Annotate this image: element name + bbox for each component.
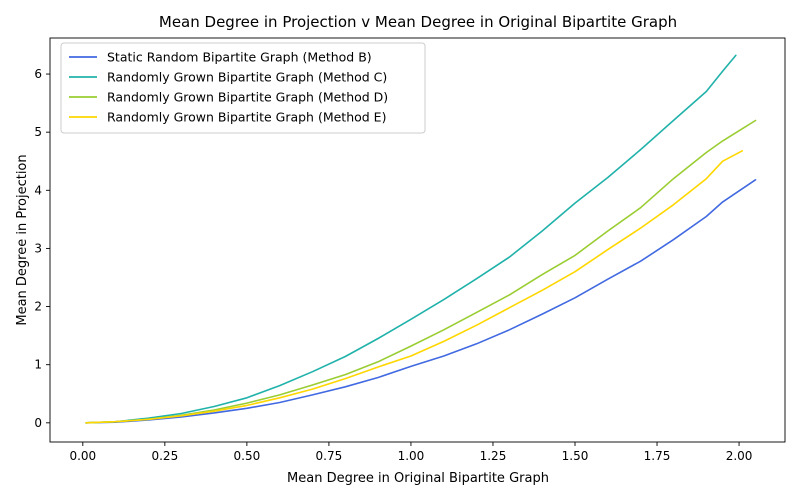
y-tick-label: 3 [34,241,42,255]
legend-entry-label: Static Random Bipartite Graph (Method B) [107,50,372,65]
chart-title: Mean Degree in Projection v Mean Degree … [159,13,677,31]
y-axis: 0 1 2 3 4 5 6 [34,67,50,430]
x-tick-label: 0.75 [316,449,343,463]
series-line-2 [85,54,737,424]
y-tick-label: 0 [34,416,42,430]
y-tick-label: 4 [34,183,42,197]
plot-area [49,37,786,443]
x-tick-label: 1.25 [480,449,507,463]
x-axis-label: Mean Degree in Original Bipartite Graph [287,471,549,486]
y-tick-label: 2 [34,300,42,314]
legend: Static Random Bipartite Graph (Method B)… [60,42,426,134]
series-line-3 [85,119,757,424]
series-line-1 [85,179,757,424]
x-tick-label: 0.25 [151,449,178,463]
legend-entry-label: Randomly Grown Bipartite Graph (Method C… [107,70,387,85]
y-tick-label: 6 [34,67,42,81]
legend-entry-label: Randomly Grown Bipartite Graph (Method E… [107,110,386,125]
x-tick-label: 2.00 [726,449,753,463]
y-tick-label: 1 [34,358,42,372]
legend-entry-label: Randomly Grown Bipartite Graph (Method D… [107,90,388,105]
x-tick-label: 0.50 [234,449,261,463]
y-axis-label: Mean Degree in Projection [15,154,30,325]
legend-box [60,42,426,134]
plot-frame [49,37,786,443]
x-tick-label: 0.00 [69,449,96,463]
x-tick-label: 1.75 [644,449,671,463]
x-tick-label: 1.00 [398,449,425,463]
series-line-4 [85,150,744,424]
x-tick-label: 1.50 [562,449,589,463]
x-axis: 0.00 0.25 0.50 0.75 1.00 1.25 1.50 1.75 2.00 [69,442,752,463]
y-tick-label: 5 [34,125,42,139]
